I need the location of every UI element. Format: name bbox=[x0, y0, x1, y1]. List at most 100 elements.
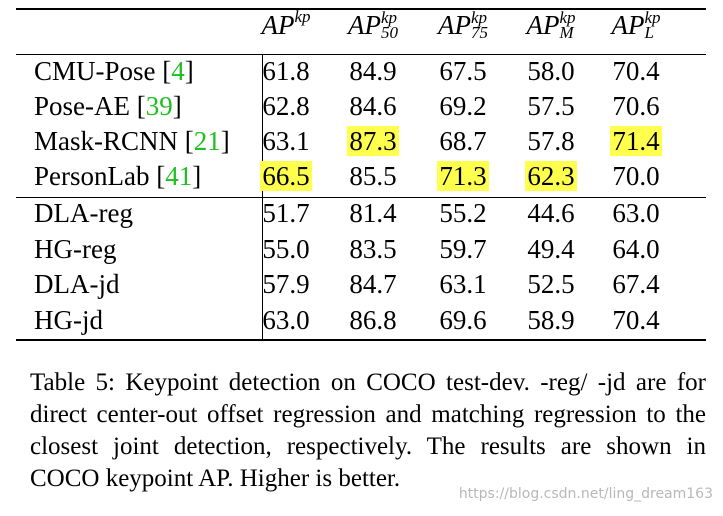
table-cell: 66.5 bbox=[244, 158, 328, 194]
table-cell: 71.3 bbox=[421, 158, 505, 194]
table-cell: 64.0 bbox=[594, 231, 678, 267]
table-cell: 63.1 bbox=[421, 266, 505, 302]
column-header-base: AP bbox=[261, 10, 295, 40]
citation-open-bracket: [ bbox=[184, 126, 194, 156]
table-cell: 51.7 bbox=[244, 195, 328, 231]
cell-value: 55.0 bbox=[262, 234, 310, 264]
citation-link[interactable]: 21 bbox=[193, 126, 221, 156]
method-name: HG-jd bbox=[34, 302, 103, 338]
table-cell: 58.9 bbox=[509, 302, 593, 338]
table-caption: Table 5: Keypoint detection on COCO test… bbox=[30, 369, 706, 492]
table-row: Mask-RCNN [21] 63.1 87.3 68.7 57.8 71.4 bbox=[16, 123, 706, 159]
table-cell: 55.2 bbox=[421, 195, 505, 231]
cell-value: 70.4 bbox=[612, 305, 660, 335]
cell-value: 69.2 bbox=[439, 91, 487, 121]
table-cell: 57.8 bbox=[509, 123, 593, 159]
method-name: PersonLab [41] bbox=[34, 158, 201, 194]
cell-value: 57.8 bbox=[527, 126, 575, 156]
column-header: AP kp L bbox=[594, 9, 678, 54]
table-cell: 69.2 bbox=[421, 88, 505, 124]
cell-value: 67.4 bbox=[612, 269, 660, 299]
method-label: DLA-jd bbox=[34, 269, 120, 299]
method-name: Mask-RCNN [21] bbox=[34, 123, 230, 159]
citation-open-bracket: [ bbox=[156, 161, 166, 191]
cell-value: 68.7 bbox=[439, 126, 487, 156]
table-row: PersonLab [41] 66.5 85.5 71.3 62.3 70.0 bbox=[16, 158, 706, 194]
table-cell: 55.0 bbox=[244, 231, 328, 267]
cell-value: 55.2 bbox=[439, 198, 487, 228]
method-name: CMU-Pose [4] bbox=[34, 53, 194, 89]
cell-value: 52.5 bbox=[527, 269, 575, 299]
cell-value: 84.6 bbox=[349, 91, 397, 121]
table-cell: 84.7 bbox=[331, 266, 415, 302]
method-label: CMU-Pose bbox=[34, 56, 163, 86]
table-cell: 69.6 bbox=[421, 302, 505, 338]
cell-value: 51.7 bbox=[262, 198, 310, 228]
table-cell: 58.0 bbox=[509, 53, 593, 89]
cell-value: 81.4 bbox=[349, 198, 397, 228]
highlighted-value: 71.4 bbox=[610, 126, 662, 156]
column-header-subscript: 50 bbox=[381, 23, 398, 42]
table-cell: 59.7 bbox=[421, 231, 505, 267]
column-header-base: AP bbox=[526, 10, 560, 40]
table-cell: 81.4 bbox=[331, 195, 415, 231]
table-cell: 70.0 bbox=[594, 158, 678, 194]
cell-value: 84.7 bbox=[349, 269, 397, 299]
column-header-base: AP bbox=[611, 10, 645, 40]
table-cell: 61.8 bbox=[244, 53, 328, 89]
cell-value: 86.8 bbox=[349, 305, 397, 335]
table-cell: 87.3 bbox=[331, 123, 415, 159]
cell-value: 84.9 bbox=[349, 56, 397, 86]
highlighted-value: 87.3 bbox=[347, 126, 399, 156]
table-top-rule bbox=[16, 8, 706, 10]
column-header-subscript: 75 bbox=[471, 23, 488, 42]
citation-close-bracket: ] bbox=[184, 56, 194, 86]
method-label: PersonLab bbox=[34, 161, 157, 191]
table-column-rule bbox=[262, 54, 263, 340]
cell-value: 63.1 bbox=[262, 126, 310, 156]
table-cell: 84.6 bbox=[331, 88, 415, 124]
method-label: Pose-AE bbox=[34, 91, 137, 121]
cell-value: 58.0 bbox=[527, 56, 575, 86]
column-header-superscript: kp bbox=[381, 8, 398, 27]
cell-value: 63.0 bbox=[262, 305, 310, 335]
table-row: DLA-jd 57.9 84.7 63.1 52.5 67.4 bbox=[16, 266, 706, 302]
table-cell: 84.9 bbox=[331, 53, 415, 89]
method-label: DLA-reg bbox=[34, 198, 133, 228]
cell-value: 67.5 bbox=[439, 56, 487, 86]
table-cell: 70.4 bbox=[594, 53, 678, 89]
table-header-rule bbox=[16, 54, 706, 55]
table-cell: 63.0 bbox=[244, 302, 328, 338]
table-cell: 62.3 bbox=[509, 158, 593, 194]
citation-link[interactable]: 39 bbox=[145, 91, 173, 121]
method-name: DLA-jd bbox=[34, 266, 119, 302]
method-label: Mask-RCNN bbox=[34, 126, 185, 156]
citation-link[interactable]: 4 bbox=[171, 56, 185, 86]
citation-close-bracket: ] bbox=[192, 161, 202, 191]
method-name: Pose-AE [39] bbox=[34, 88, 182, 124]
column-header-superscript: kp bbox=[559, 8, 576, 27]
column-header-base: AP bbox=[438, 10, 471, 40]
cell-value: 69.6 bbox=[439, 305, 487, 335]
citation-open-bracket: [ bbox=[162, 56, 172, 86]
column-header: AP kp 75 bbox=[421, 9, 505, 54]
citation-link[interactable]: 41 bbox=[165, 161, 193, 191]
column-header: AP kp M bbox=[509, 8, 593, 54]
column-header-base: AP bbox=[348, 10, 381, 40]
cell-value: 70.4 bbox=[612, 56, 660, 86]
table-cell: 63.1 bbox=[244, 123, 328, 159]
highlighted-value: 71.3 bbox=[437, 161, 489, 191]
table-cell: 57.5 bbox=[509, 88, 593, 124]
method-name: DLA-reg bbox=[34, 195, 133, 231]
highlighted-value: 62.3 bbox=[525, 161, 577, 191]
cell-value: 70.0 bbox=[612, 161, 660, 191]
table-cell: 68.7 bbox=[421, 123, 505, 159]
citation-close-bracket: ] bbox=[220, 126, 230, 156]
table-cell: 52.5 bbox=[509, 266, 593, 302]
table-row: HG-reg 55.0 83.5 59.7 49.4 64.0 bbox=[16, 231, 706, 267]
table-cell: 67.4 bbox=[594, 266, 678, 302]
table-cell: 83.5 bbox=[331, 231, 415, 267]
table-cell: 71.4 bbox=[594, 123, 678, 159]
table-group-rule bbox=[16, 197, 706, 198]
cell-value: 83.5 bbox=[349, 234, 397, 264]
